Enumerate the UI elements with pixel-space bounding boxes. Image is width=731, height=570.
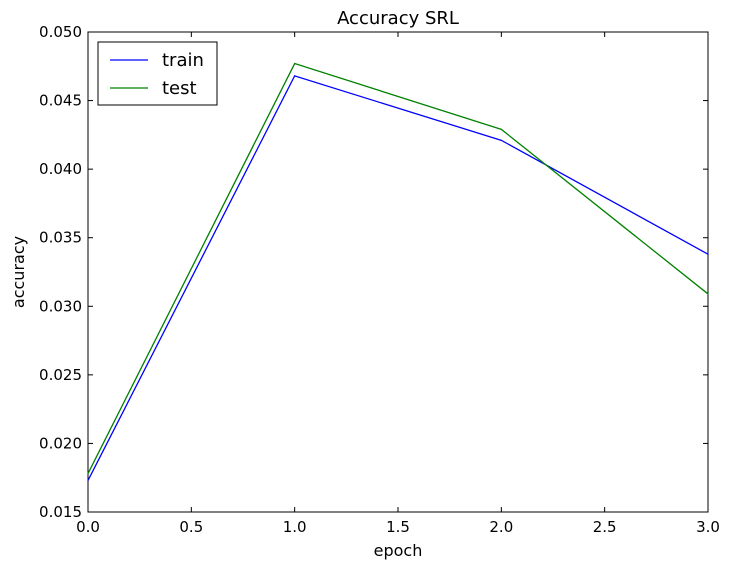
data-point-train [294,75,296,77]
y-tick-label: 0.015 [39,503,82,521]
data-point-train [707,253,709,255]
y-tick-label: 0.045 [39,92,82,110]
y-axis-title: accuracy [9,236,28,308]
x-tick-label: 3.0 [696,518,720,536]
data-point-test [87,473,89,475]
data-point-test [707,293,709,295]
x-axis-title: epoch [374,541,423,560]
x-tick-label: 1.0 [283,518,307,536]
x-tick-label: 2.5 [593,518,617,536]
y-tick-label: 0.030 [39,297,82,315]
y-tick-label: 0.040 [39,160,82,178]
data-point-test [294,62,296,65]
data-point-train [87,479,89,482]
series-line-train [87,75,709,481]
legend-label-test: test [162,78,197,99]
legend-label-train: train [162,50,204,71]
y-tick-label: 0.020 [39,434,82,452]
y-tick-label: 0.025 [39,366,82,384]
legend-box [97,41,218,106]
data-point-train [500,139,502,141]
data-point-test [500,128,502,130]
y-tick-label: 0.050 [39,23,82,41]
y-tick-label: 0.035 [39,229,82,247]
series-line-test [87,62,709,474]
chart-title: Accuracy SRL [337,8,459,29]
plot-area: 0.0 0.5 1.0 1.5 2.0 2.5 3.0 0.015 0.020 0.025 0.03… [39,23,720,536]
x-tick-label: 0.0 [76,518,100,536]
x-tick-label: 0.5 [179,518,203,536]
x-tick-label: 2.0 [489,518,513,536]
x-tick-label: 1.5 [386,518,410,536]
